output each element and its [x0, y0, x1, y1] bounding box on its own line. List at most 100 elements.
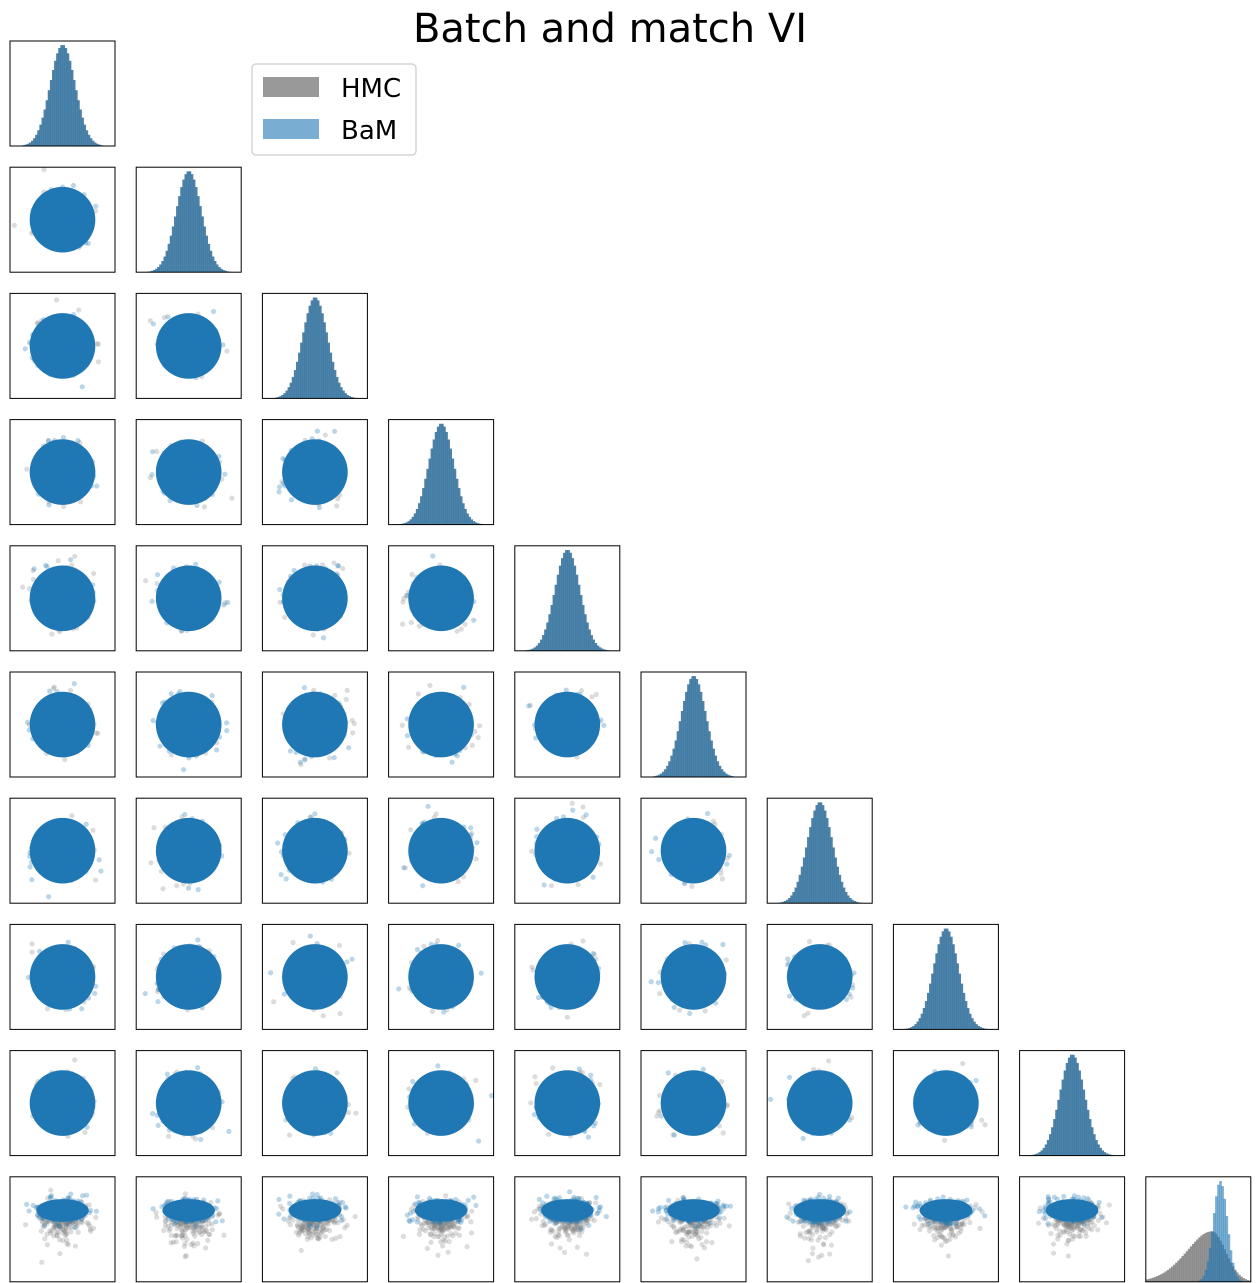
bam-hist-1-bin-15 — [167, 243, 171, 273]
bam-hist-1-bin-9 — [155, 268, 158, 273]
bam-hist-2-bin-32 — [329, 352, 333, 399]
panel-frame-2-1 — [135, 292, 242, 399]
bam-hist-1-bin-42 — [224, 270, 227, 273]
bam-hist-2-bin-24 — [312, 297, 316, 399]
bam-hist-3-bin-35 — [462, 503, 465, 525]
bam-hist-2-bin-18 — [300, 342, 303, 399]
panel-content-3-3 — [399, 423, 484, 525]
bam-hist-2-bin-27 — [319, 305, 322, 399]
bam-hist-1-bin-27 — [192, 179, 196, 273]
bam-hist-0-bin-29 — [70, 69, 74, 146]
bam-hist-1-bin-17 — [171, 226, 175, 273]
bam-hist-3-bin-11 — [411, 516, 415, 525]
bam-hist-2-bin-28 — [321, 313, 324, 399]
panel-content-3-2 — [276, 428, 348, 511]
bam-hist-2-bin-30 — [325, 332, 328, 399]
panel-content-4-0 — [20, 553, 97, 637]
bam-hist-3-bin-22 — [434, 431, 438, 525]
panel-3-3 — [388, 419, 495, 526]
bam-point — [149, 449, 156, 455]
panel-4-2 — [261, 545, 368, 652]
bam-point — [288, 497, 295, 503]
bam-hist-3-bin-31 — [453, 468, 457, 525]
hmc-point — [45, 437, 52, 444]
bam-hist-1-bin-37 — [213, 261, 217, 273]
panel-frame-1-0 — [9, 166, 116, 273]
bam-hist-2-bin-8 — [279, 396, 282, 399]
bam-hist-2-bin-13 — [289, 382, 293, 399]
bam-hist-2-bin-37 — [340, 387, 343, 399]
hmc-point — [72, 553, 78, 559]
bam-hist-0-bin-22 — [56, 53, 59, 146]
bam-point — [70, 182, 77, 189]
bam-core — [29, 186, 96, 253]
hmc-point — [147, 475, 154, 481]
panel-4-0 — [9, 545, 116, 652]
bam-point — [44, 563, 50, 570]
bam-hist-0-bin-34 — [81, 117, 84, 146]
bam-hist-3-bin-27 — [445, 431, 448, 525]
bam-hist-1-bin-24 — [186, 171, 190, 273]
bam-point — [222, 471, 228, 477]
bam-hist-1-bin-11 — [159, 264, 162, 273]
hmc-point — [201, 504, 208, 510]
panel-3-1 — [135, 419, 242, 526]
panel-frame-4-1 — [135, 545, 242, 652]
hmc-point — [41, 167, 47, 173]
bam-hist-0-bin-31 — [75, 90, 78, 146]
bam-hist-0-bin-8 — [26, 143, 30, 146]
hmc-point — [20, 584, 26, 590]
bam-hist-2-bin-39 — [344, 393, 347, 399]
bam-hist-0-bin-33 — [79, 109, 82, 146]
bam-hist-3-bin-21 — [432, 439, 436, 525]
bam-hist-3-bin-9 — [407, 521, 410, 525]
panel-content-4-1 — [143, 561, 231, 634]
hmc-point — [301, 562, 308, 568]
panel-2-1 — [135, 292, 242, 399]
panel-3-0 — [9, 419, 116, 526]
panel-1-1 — [135, 166, 242, 273]
panel-frame-1-1 — [135, 166, 242, 273]
hmc-point — [49, 631, 55, 637]
panel-2-2 — [261, 292, 368, 399]
panel-1-0 — [9, 166, 116, 273]
bam-hist-1-bin-38 — [216, 264, 219, 273]
bam-hist-2-bin-22 — [308, 305, 312, 399]
bam-hist-0-bin-38 — [89, 138, 93, 146]
bam-hist-2-bin-38 — [342, 390, 345, 399]
bam-point — [316, 504, 322, 511]
bam-hist-0-bin-19 — [49, 79, 53, 146]
bam-hist-2-bin-40 — [346, 394, 349, 399]
panel-frame-3-2 — [261, 419, 368, 526]
bam-point — [314, 428, 320, 434]
bam-hist-3-bin-19 — [428, 458, 431, 525]
hmc-point — [147, 318, 153, 324]
bam-hist-0-bin-27 — [66, 53, 70, 146]
bam-hist-2-bin-16 — [296, 361, 299, 399]
bam-hist-0-bin-7 — [24, 144, 28, 146]
panel-content-3-0 — [24, 434, 100, 510]
bam-hist-1-bin-8 — [153, 270, 156, 273]
bam-hist-1-bin-31 — [201, 216, 204, 273]
bam-hist-1-bin-20 — [178, 196, 181, 273]
bam-hist-1-bin-40 — [220, 268, 223, 273]
bam-hist-0-bin-25 — [62, 45, 65, 146]
bam-hist-1-bin-16 — [169, 235, 173, 273]
bam-hist-1-bin-36 — [211, 256, 215, 273]
panel-content-0-0 — [20, 45, 105, 146]
bam-core — [282, 439, 348, 505]
hmc-point — [95, 359, 101, 365]
hmc-point — [340, 565, 346, 572]
bam-hist-1-bin-39 — [218, 266, 221, 273]
hmc-point — [310, 632, 316, 638]
bam-hist-0-bin-23 — [58, 48, 61, 146]
panel-content-2-2 — [272, 297, 358, 399]
bam-hist-1-bin-29 — [197, 196, 200, 273]
panel-2-0 — [9, 292, 116, 399]
bam-hist-3-bin-8 — [405, 522, 408, 525]
bam-hist-2-bin-42 — [350, 397, 354, 399]
panel-frame-2-2 — [261, 292, 368, 399]
panel-frame-0-0 — [9, 40, 116, 147]
bam-core — [29, 313, 96, 379]
